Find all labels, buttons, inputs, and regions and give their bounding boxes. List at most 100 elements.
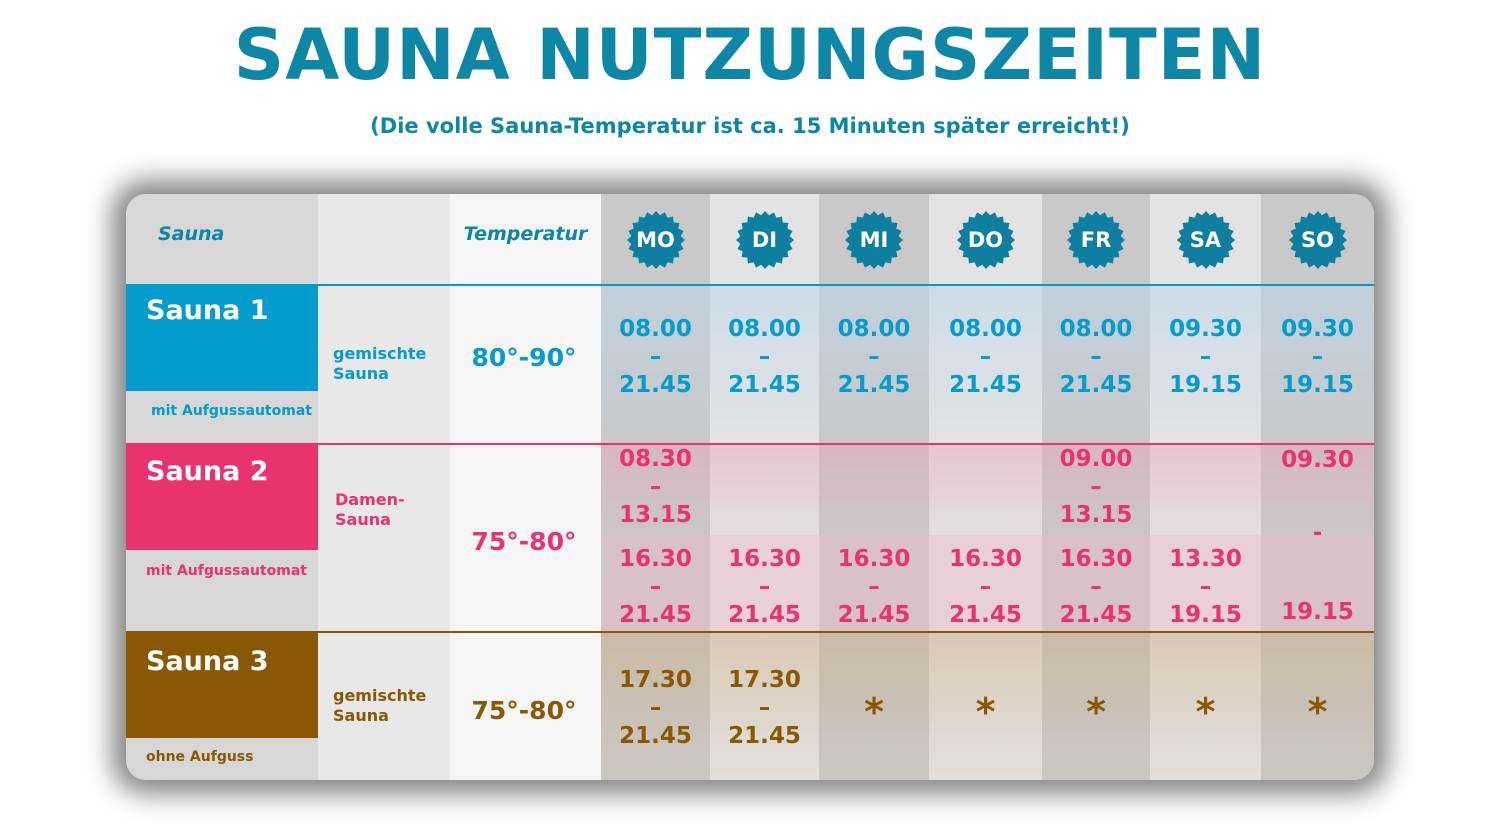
sauna2-sunday-dash: -	[1312, 520, 1323, 546]
sauna2-time-cell-afternoon: 16.30–21.45	[819, 545, 929, 629]
time-end: 19.15	[1169, 602, 1242, 628]
time-dash: –	[1199, 574, 1212, 600]
time-start: 17.30	[619, 667, 692, 693]
sauna3-closed-asterisk: *	[1086, 690, 1106, 734]
time-dash: –	[758, 574, 771, 600]
day-label: DO	[967, 228, 1004, 252]
time-end: 21.45	[619, 602, 692, 628]
day-badge-di: DI	[735, 211, 794, 269]
time-end: 21.45	[837, 602, 911, 628]
time-start: 08.00	[837, 316, 911, 342]
sauna3-subtitle: ohne Aufguss	[146, 749, 254, 765]
time-dash: –	[868, 574, 880, 600]
sauna1-name-box: Sauna 1	[126, 286, 318, 391]
time-start: 09.00	[1059, 446, 1133, 472]
sauna2-time-cell-morning: 09.00–13.15	[1042, 445, 1150, 529]
starburst-icon	[1176, 211, 1235, 269]
sauna1-time-cell: 08.00–21.45	[1042, 315, 1150, 399]
sauna1-time-cell: 08.00–21.45	[601, 315, 710, 399]
sauna1-band	[601, 286, 1374, 444]
sauna1-time-cell: 09.30–19.15	[1150, 315, 1261, 399]
starburst-icon	[626, 211, 685, 269]
sauna3-closed-asterisk: *	[1195, 690, 1216, 734]
sauna3-closed-asterisk: *	[864, 690, 884, 734]
sauna2-time-cell-afternoon: 16.30–21.45	[1042, 545, 1150, 629]
sauna2-type-line1: Damen-	[335, 490, 405, 509]
time-dash: –	[649, 574, 662, 600]
sauna2-bottom-band	[601, 535, 1374, 631]
time-dash: –	[758, 695, 771, 721]
day-label: SA	[1189, 228, 1222, 252]
time-dash: –	[1311, 344, 1324, 370]
sauna2-temperature: 75°-80°	[471, 527, 577, 556]
time-end: 21.45	[1059, 602, 1133, 628]
time-end: 21.45	[1059, 372, 1133, 398]
sauna1-divider	[126, 284, 1374, 286]
starburst-icon	[1288, 211, 1347, 269]
day-badge-mi: MI	[845, 211, 903, 269]
starburst-icon	[845, 211, 903, 269]
time-end: 21.45	[949, 372, 1022, 398]
sauna2-time-cell-afternoon: 16.30–21.45	[710, 545, 819, 629]
time-start: 09.30	[1281, 316, 1354, 342]
sauna3-name-box: Sauna 3	[126, 633, 318, 738]
sauna3-divider	[126, 631, 1374, 633]
time-end: 13.15	[1059, 502, 1133, 528]
sauna3-name: Sauna 3	[146, 646, 269, 677]
time-dash: –	[758, 344, 771, 370]
day-badge-mo: MO	[626, 211, 685, 269]
sauna3-time-cell: 17.30–21.45	[601, 666, 710, 750]
time-dash: –	[979, 574, 992, 600]
time-start: 08.00	[1059, 316, 1133, 342]
time-start: 09.30	[1169, 316, 1242, 342]
day-label: FR	[1080, 228, 1112, 252]
sauna2-subtitle: mit Aufgussautomat	[146, 563, 307, 579]
sauna3-time-cell: 17.30–21.45	[710, 666, 819, 750]
time-dash: –	[649, 344, 662, 370]
schedule-table: Sauna Temperatur MO DI MI DO FR SA SO Sauna 1 …	[126, 194, 1374, 780]
time-start: 08.00	[619, 316, 692, 342]
time-end: 21.45	[619, 372, 692, 398]
time-start: 08.30	[619, 446, 692, 472]
page-title: SAUNA NUTZUNGSZEITEN	[233, 14, 1267, 96]
time-dash: –	[868, 344, 880, 370]
sauna2-top-band	[601, 445, 1374, 535]
sauna2-type-line2: Sauna	[335, 510, 391, 529]
time-dash: –	[1199, 344, 1212, 370]
sauna2-time-cell-morning: 08.30–13.15	[601, 445, 710, 529]
time-start: 16.30	[949, 546, 1022, 572]
time-start: 13.30	[1169, 546, 1242, 572]
time-dash: –	[649, 474, 662, 500]
sauna1-name: Sauna 1	[146, 295, 269, 326]
temperature-column-bg	[450, 194, 601, 780]
day-badge-sa: SA	[1176, 211, 1235, 269]
time-start: 08.00	[728, 316, 801, 342]
time-dash: –	[979, 344, 992, 370]
temperature-column-header: Temperatur	[463, 223, 588, 245]
time-start: 17.30	[728, 667, 801, 693]
day-label: MI	[859, 228, 889, 252]
sauna2-sunday-end: 19.15	[1281, 599, 1354, 625]
day-label: DI	[751, 228, 778, 252]
sauna3-closed-asterisk: *	[1307, 690, 1328, 734]
sauna2-time-cell-afternoon: 16.30–21.45	[601, 545, 710, 629]
time-end: 19.15	[1169, 372, 1242, 398]
time-start: 16.30	[728, 546, 801, 572]
sauna-column-header: Sauna	[158, 223, 225, 245]
time-dash: –	[1090, 574, 1102, 600]
sauna3-closed-asterisk: *	[975, 690, 996, 734]
starburst-icon	[735, 211, 794, 269]
starburst-icon	[1067, 211, 1125, 269]
sauna3-temperature: 75°-80°	[471, 696, 577, 725]
sauna1-time-cell: 08.00–21.45	[710, 315, 819, 399]
sauna3-band	[601, 633, 1374, 780]
sauna1-temperature: 80°-90°	[471, 343, 577, 372]
sauna1-subtitle: mit Aufgussautomat	[151, 403, 312, 419]
sauna1-type-line2: Sauna	[333, 364, 389, 383]
time-start: 08.00	[949, 316, 1022, 342]
type-column-bg	[318, 194, 450, 780]
sauna3-type: gemischte Sauna	[333, 686, 453, 726]
day-badge-do: DO	[956, 211, 1015, 269]
sauna2-time-cell-afternoon: 13.30–19.15	[1150, 545, 1261, 629]
time-end: 19.15	[1281, 372, 1354, 398]
